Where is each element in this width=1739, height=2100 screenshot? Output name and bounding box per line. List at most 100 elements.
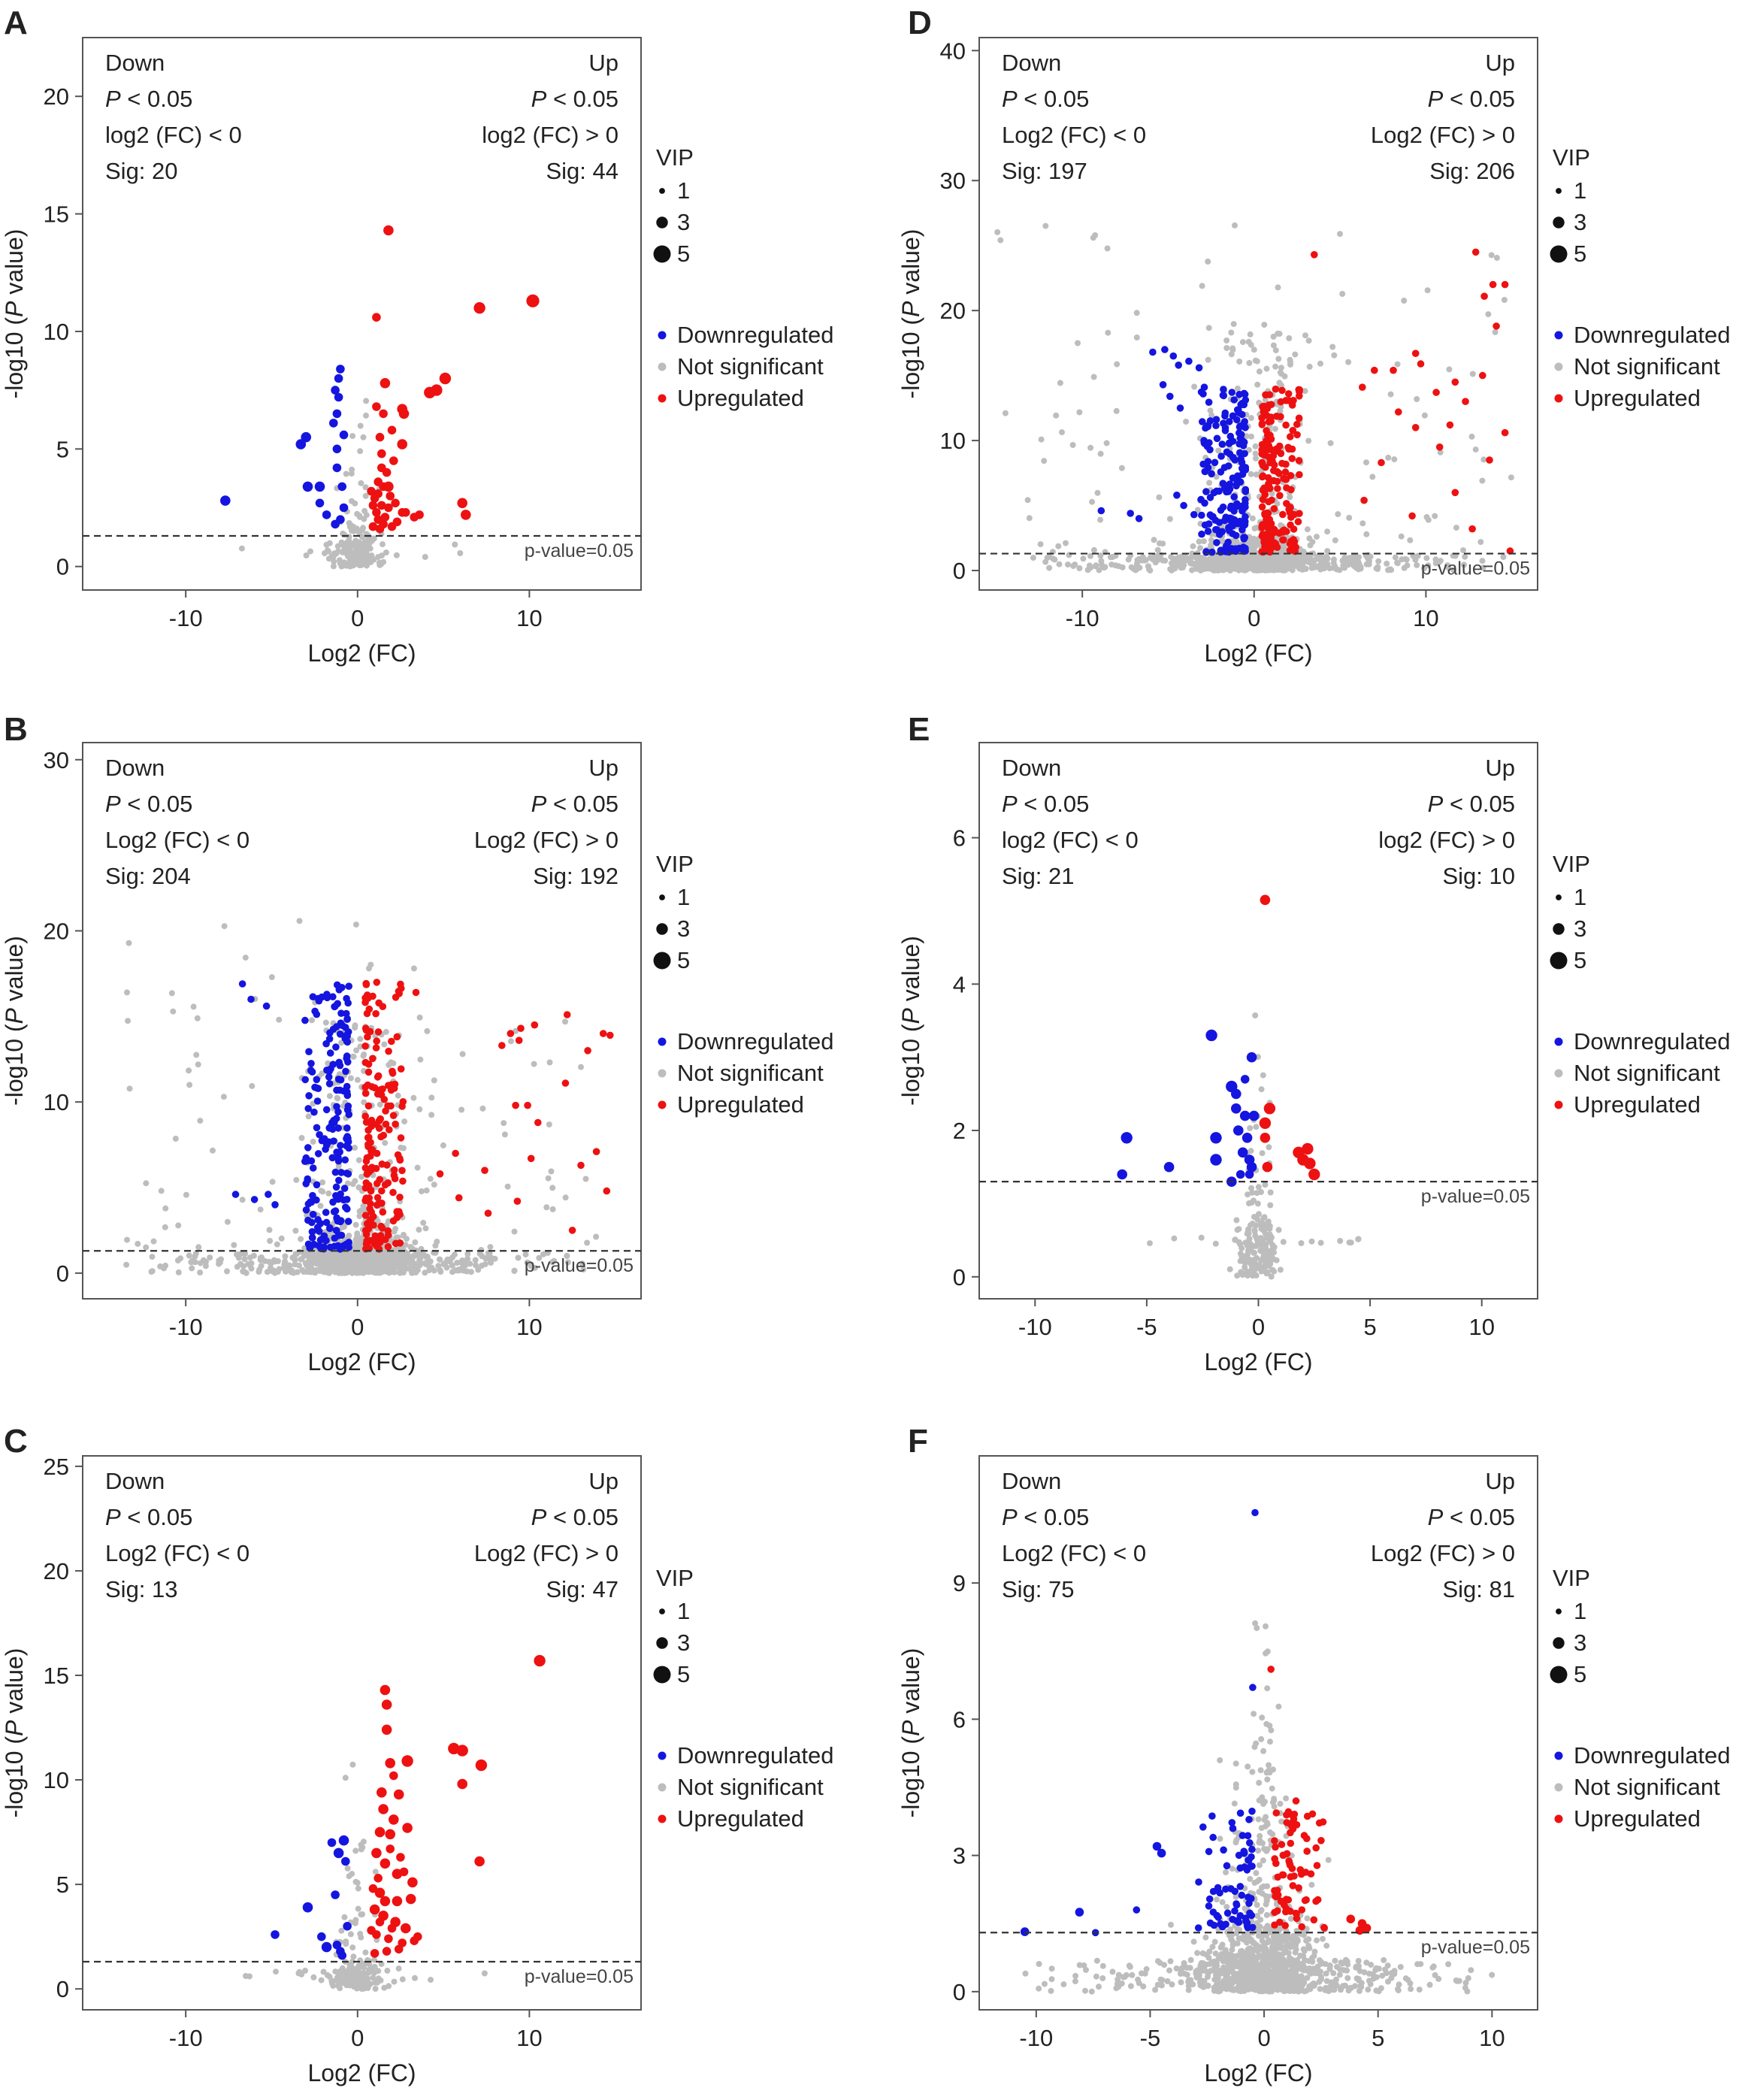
point-upregulated [457,498,467,509]
point-not-significant [1226,1266,1233,1272]
point-not-significant [363,562,370,569]
point-upregulated [455,1194,463,1202]
point-not-significant [994,228,1001,235]
point-upregulated [599,1030,607,1037]
point-not-significant [162,1205,169,1212]
point-not-significant [305,1113,312,1120]
point-upregulated [1302,1142,1314,1155]
point-downregulated [334,1154,342,1161]
point-not-significant [1205,356,1211,363]
point-not-significant [1267,1202,1274,1209]
point-not-significant [458,1106,465,1113]
point-downregulated [1212,422,1220,429]
point-not-significant [1248,1936,1254,1943]
point-not-significant [1127,1983,1134,1990]
point-not-significant [1046,553,1053,560]
point-not-significant [1042,222,1049,229]
point-not-significant [1157,1976,1164,1983]
point-upregulated [372,1121,380,1128]
point-not-significant [1375,564,1381,570]
point-not-significant [1272,1962,1279,1969]
x-tick-label: -10 [169,605,203,631]
point-not-significant [1238,1254,1245,1260]
point-not-significant [402,1242,409,1248]
point-not-significant [1304,1974,1311,1981]
point-not-significant [365,1260,372,1266]
point-upregulated [513,1197,522,1205]
point-downregulated [1246,1052,1257,1063]
point-not-significant [1480,456,1487,463]
point-not-significant [371,1963,378,1970]
point-upregulated [1280,474,1287,483]
point-not-significant [1205,259,1211,265]
point-not-significant [399,1976,406,1983]
point-not-significant [1421,565,1428,572]
point-not-significant [1248,1185,1254,1191]
point-not-significant [1114,361,1121,368]
x-tick-label: 10 [1468,1314,1494,1340]
point-not-significant [1247,1125,1254,1131]
point-not-significant [1468,1967,1474,1974]
point-not-significant [1345,561,1352,568]
point-upregulated [1258,524,1266,531]
point-not-significant [1245,1763,1251,1770]
point-not-significant [579,1260,585,1267]
point-not-significant [440,1261,447,1267]
point-upregulated [378,1804,389,1814]
point-not-significant [353,551,359,558]
up-sig-count: Sig: 44 [546,158,618,184]
point-upregulated [1296,386,1303,394]
point-not-significant [1305,1942,1312,1949]
point-upregulated [396,1853,405,1862]
point-upregulated [361,1042,369,1050]
point-not-significant [1300,549,1307,555]
point-downregulated [337,1217,345,1224]
vip-size-label: 5 [677,241,690,267]
point-not-significant [549,1185,556,1191]
point-not-significant [301,1252,307,1259]
up-sig-count: Sig: 47 [546,1576,618,1602]
point-upregulated [401,1755,413,1767]
point-not-significant [1248,1946,1254,1953]
point-downregulated [331,1890,340,1899]
point-not-significant [170,1008,177,1015]
point-not-significant [326,540,333,546]
point-not-significant [1256,368,1263,375]
point-not-significant [1395,1987,1402,1994]
point-not-significant [1076,1962,1083,1968]
point-not-significant [459,1257,466,1263]
point-downregulated [1205,1029,1217,1042]
point-not-significant [375,1968,382,1974]
legend-not-significant-swatch [658,1783,667,1792]
point-not-significant [1229,1947,1235,1953]
vip-size-swatch [1556,894,1562,900]
point-not-significant [1408,1986,1414,1993]
point-not-significant [1316,564,1323,571]
point-upregulated [415,510,424,519]
point-not-significant [352,1878,359,1885]
point-downregulated [309,1234,316,1242]
point-downregulated [1218,440,1226,448]
point-not-significant [1311,558,1317,565]
point-not-significant [1256,1211,1262,1218]
point-not-significant [358,1934,364,1941]
x-tick-label: 5 [1363,1314,1376,1340]
point-upregulated [436,1170,444,1178]
point-not-significant [241,1256,248,1263]
point-not-significant [1266,1144,1272,1151]
vip-size-label: 3 [677,915,690,942]
point-not-significant [464,1255,471,1262]
point-not-significant [1300,1953,1307,1959]
point-not-significant [1107,554,1114,561]
point-downregulated [1226,514,1234,522]
point-downregulated [313,1076,321,1084]
point-upregulated [388,1081,395,1088]
point-downregulated [313,1124,321,1132]
point-not-significant [1399,556,1405,563]
point-not-significant [239,1197,246,1203]
point-not-significant [1331,352,1338,359]
vip-size-label: 1 [1574,884,1586,910]
